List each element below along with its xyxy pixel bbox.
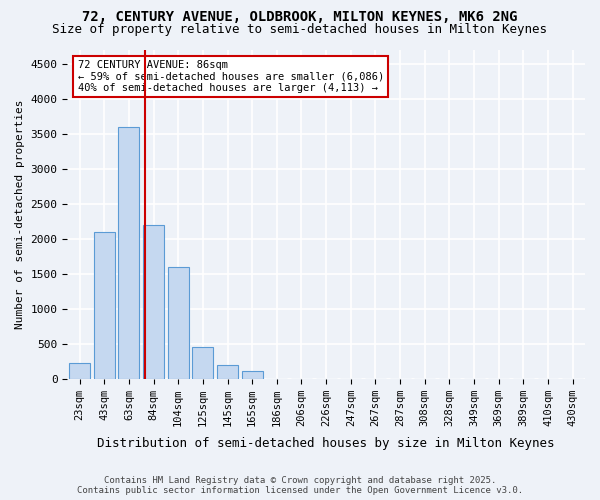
Bar	[69, 362, 90, 378]
Text: Contains HM Land Registry data © Crown copyright and database right 2025.
Contai: Contains HM Land Registry data © Crown c…	[77, 476, 523, 495]
Text: Size of property relative to semi-detached houses in Milton Keynes: Size of property relative to semi-detach…	[53, 22, 548, 36]
Bar	[168, 267, 188, 378]
X-axis label: Distribution of semi-detached houses by size in Milton Keynes: Distribution of semi-detached houses by …	[97, 437, 555, 450]
Bar	[217, 364, 238, 378]
Y-axis label: Number of semi-detached properties: Number of semi-detached properties	[15, 100, 25, 329]
Bar	[193, 347, 214, 378]
Bar	[118, 127, 139, 378]
Bar	[143, 225, 164, 378]
Text: 72 CENTURY AVENUE: 86sqm
← 59% of semi-detached houses are smaller (6,086)
40% o: 72 CENTURY AVENUE: 86sqm ← 59% of semi-d…	[77, 60, 384, 93]
Bar	[94, 232, 115, 378]
Bar	[242, 371, 263, 378]
Text: 72, CENTURY AVENUE, OLDBROOK, MILTON KEYNES, MK6 2NG: 72, CENTURY AVENUE, OLDBROOK, MILTON KEY…	[82, 10, 518, 24]
